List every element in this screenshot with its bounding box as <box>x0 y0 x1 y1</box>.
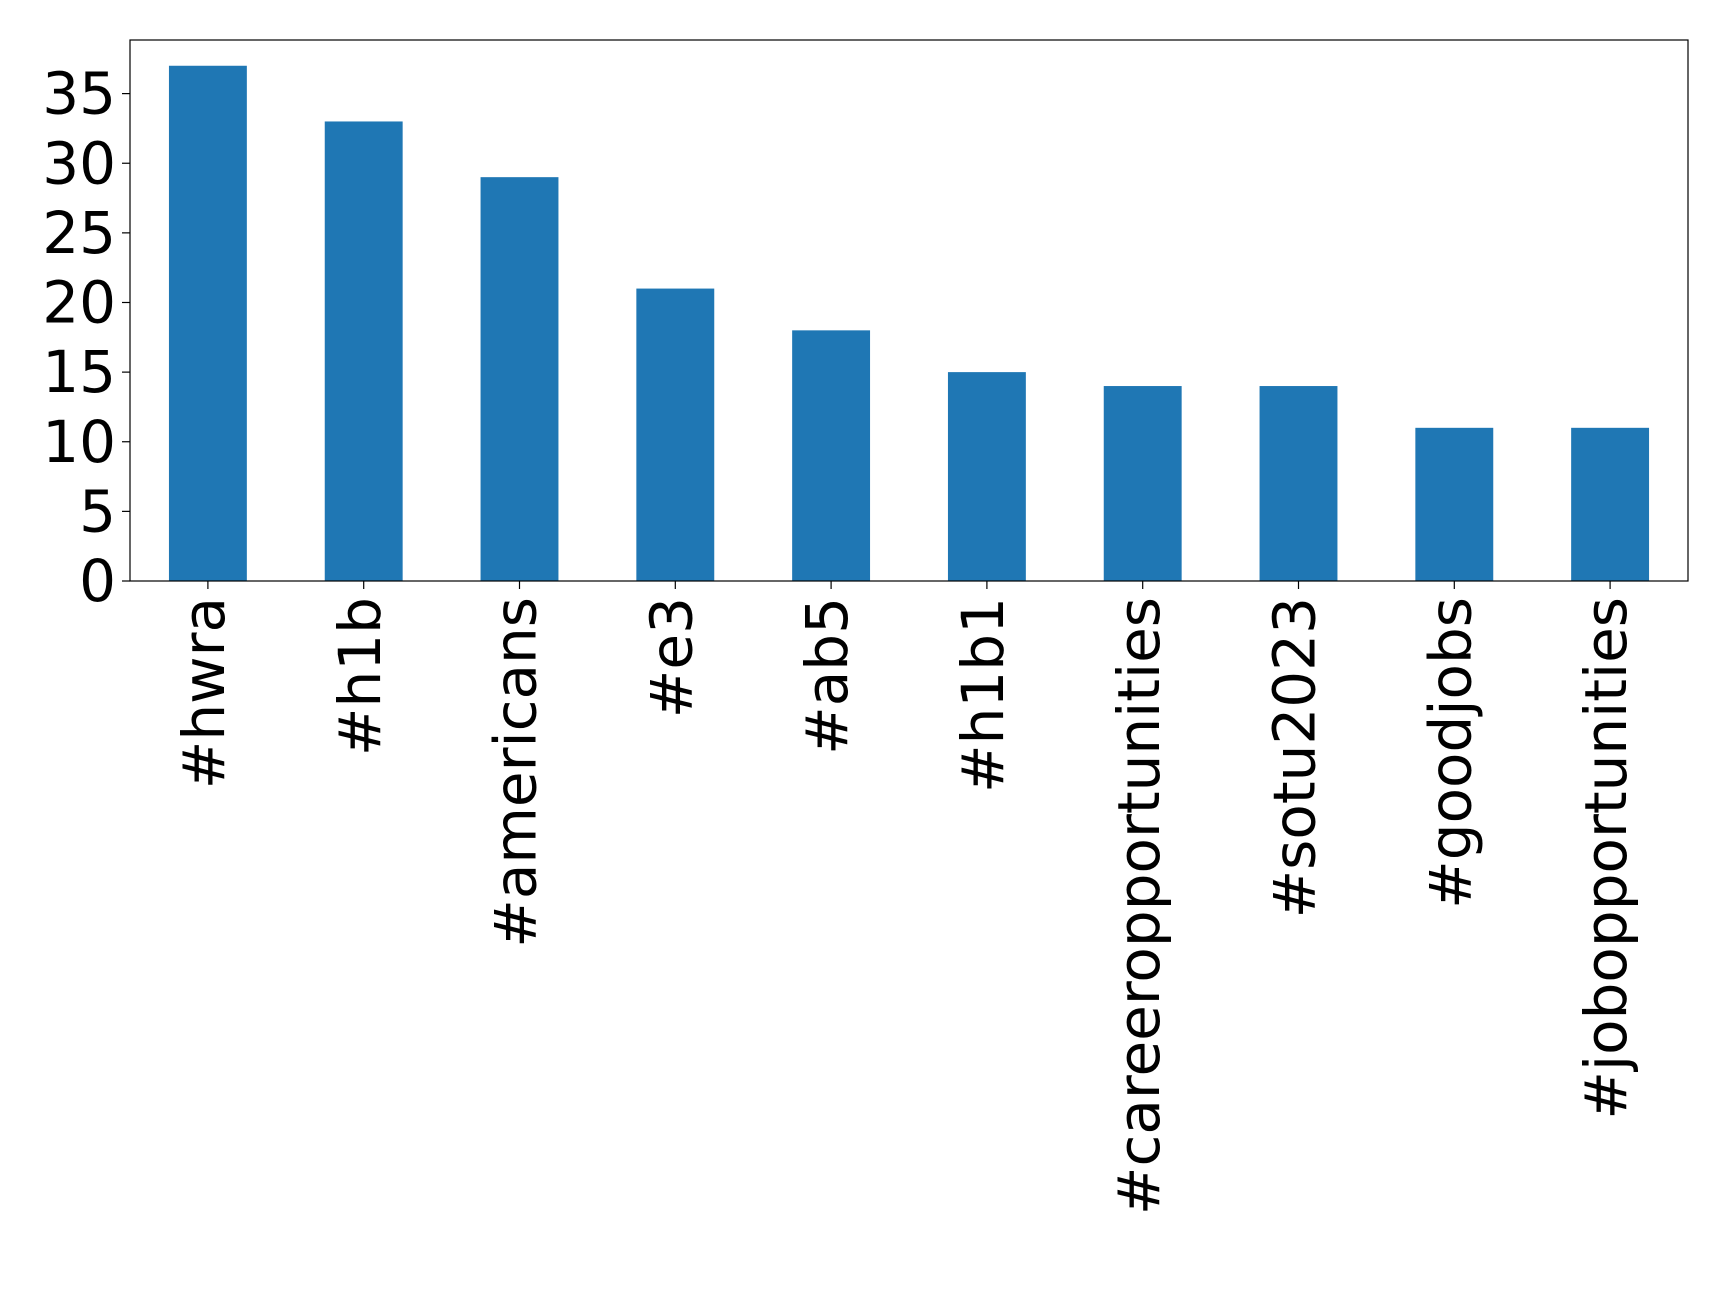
x-tick-label: #ab5 <box>793 597 861 755</box>
bar <box>1415 427 1494 581</box>
bar <box>1571 427 1650 581</box>
x-tick-label: #h1b <box>326 597 394 756</box>
y-tick-label: 30 <box>42 129 116 197</box>
x-tick-label: #h1b1 <box>949 597 1017 793</box>
bar <box>1103 386 1182 581</box>
y-tick-label: 0 <box>79 547 116 615</box>
x-tick-label: #sotu2023 <box>1261 597 1329 918</box>
bar <box>324 121 403 581</box>
y-tick-label: 25 <box>42 199 116 267</box>
bar <box>168 65 247 581</box>
x-tick-label: #goodjobs <box>1416 597 1484 909</box>
bar <box>636 288 715 581</box>
x-tick-label: #jobopportunities <box>1572 597 1640 1120</box>
x-tick-label: #americans <box>482 597 550 948</box>
y-tick-label: 10 <box>42 408 116 476</box>
y-tick-label: 35 <box>42 60 116 128</box>
x-tick-label: #hwra <box>170 597 238 789</box>
bar <box>947 372 1026 581</box>
bar <box>792 330 871 581</box>
y-tick-label: 15 <box>42 338 116 406</box>
x-tick-label: #careeropportunities <box>1105 597 1173 1215</box>
y-tick-label: 5 <box>79 477 116 545</box>
bar <box>480 177 559 581</box>
y-tick-label: 20 <box>42 269 116 337</box>
bar <box>1259 386 1338 581</box>
plot-frame <box>129 39 1689 582</box>
x-tick-label: #e3 <box>637 597 705 718</box>
